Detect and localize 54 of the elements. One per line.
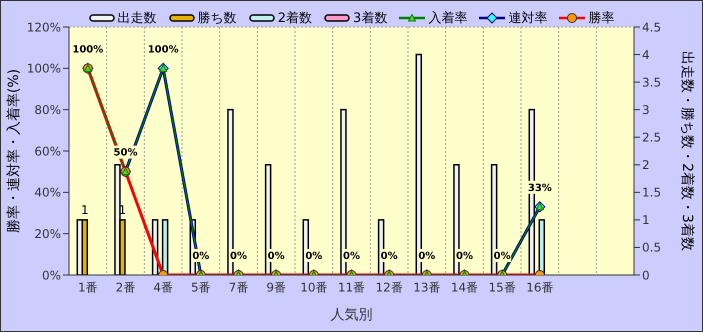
legend-label: 出走数	[116, 10, 157, 27]
data-label: 0%	[192, 251, 210, 262]
x-tick-label: 15番	[488, 280, 516, 295]
y2-tick-label: 2.5	[642, 130, 662, 144]
y2-tick-label: 2	[642, 158, 650, 172]
legend-label: 勝率	[587, 10, 614, 27]
x-tick-label: 2番	[116, 280, 136, 295]
x-tick-label: 7番	[228, 280, 248, 295]
data-label: 0%	[494, 251, 511, 262]
x-tick-label: 16番	[526, 280, 554, 295]
legend-label: 3着数	[352, 10, 388, 27]
y-tick-label: 40%	[34, 186, 61, 200]
x-tick-label: 14番	[450, 280, 478, 295]
y2-tick-label: 4.5	[642, 20, 662, 34]
y2-axis-title: 出走数・勝ち数・2着数・3着数	[679, 51, 696, 251]
data-label: 50%	[114, 148, 138, 159]
y-axis-title: 勝率・連対率・入着率(%)	[6, 68, 22, 234]
x-tick-label: 13番	[413, 280, 440, 295]
data-label: 0%	[380, 251, 398, 262]
x-tick-label: 11番	[338, 280, 366, 295]
x-tick-label: 5番	[191, 280, 211, 295]
x-tick-label: 9番	[266, 280, 286, 295]
x-tick-label: 1番	[78, 280, 98, 295]
legend-label: 連対率	[507, 10, 548, 27]
x-tick-label: 4番	[153, 280, 173, 295]
y-tick-label: 60%	[34, 144, 61, 158]
x-tick-label: 12番	[376, 280, 403, 295]
data-label: 0%	[268, 251, 285, 262]
data-label: 33%	[528, 182, 552, 194]
data-label: 0%	[343, 251, 360, 262]
y-tick-label: 0%	[42, 268, 61, 282]
data-label: 0%	[418, 251, 436, 262]
y-tick-label: 120%	[26, 20, 61, 34]
y-tick-label: 80%	[34, 102, 61, 117]
y-tick-label: 20%	[34, 226, 61, 241]
data-label: 0%	[305, 251, 322, 262]
legend-label: 勝ち数	[196, 10, 237, 27]
x-tick-label: 10番	[300, 280, 328, 295]
y2-tick-label: 3.5	[642, 75, 662, 90]
legend-label: 入着率	[427, 10, 468, 27]
y2-tick-label: 1.5	[642, 186, 662, 200]
y2-tick-label: 1	[642, 213, 650, 228]
y-tick-label: 100%	[26, 62, 61, 76]
data-label: 1	[80, 202, 89, 217]
data-label: 0%	[230, 251, 247, 262]
legend-label: 2着数	[276, 10, 312, 27]
y2-tick-label: 0	[642, 268, 650, 282]
y2-tick-label: 4	[642, 48, 650, 62]
x-axis-title: 人気別	[330, 307, 372, 323]
data-label: 100%	[72, 44, 104, 56]
y2-tick-label: 0.5	[642, 240, 662, 255]
data-label: 0%	[456, 251, 473, 262]
y2-tick-label: 3	[642, 102, 650, 117]
data-label: 100%	[148, 44, 179, 56]
